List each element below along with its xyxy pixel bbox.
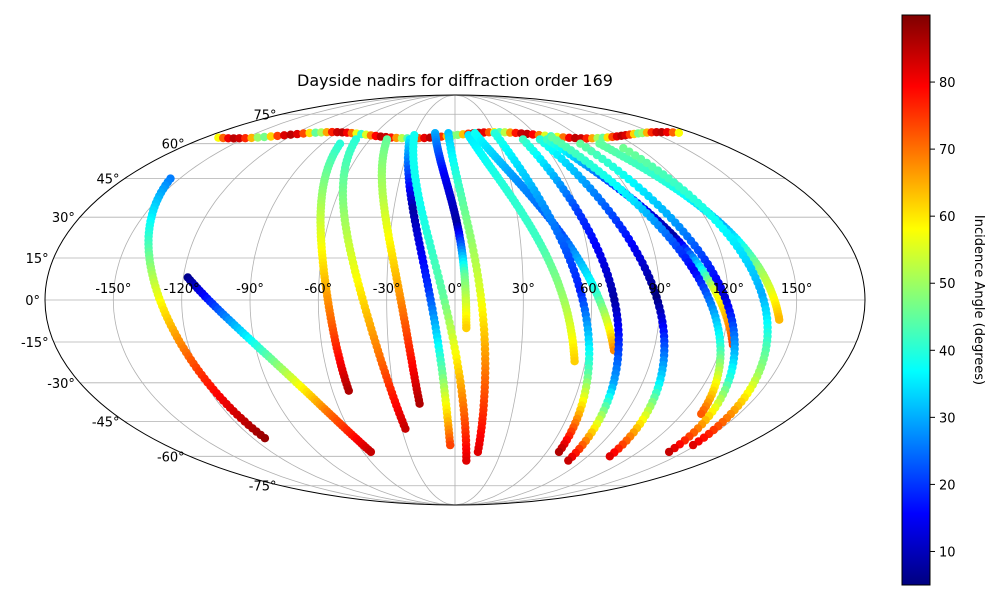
lon-tick-label: 0° bbox=[448, 282, 463, 297]
meridian-line bbox=[112, 95, 456, 505]
lon-tick-label: 150° bbox=[781, 282, 812, 297]
lat-tick-label: 15° bbox=[26, 252, 49, 267]
lat-tick-label: -30° bbox=[47, 377, 75, 392]
lat-tick-label: 30° bbox=[52, 211, 75, 226]
top-band-point bbox=[674, 128, 684, 137]
track-point bbox=[260, 434, 270, 443]
map-tick-labels: -150° -120° -90° -60° -30° 0° 30° 60° 90° 120° 150… bbox=[21, 108, 812, 494]
top-band-point bbox=[235, 134, 244, 143]
track-point bbox=[401, 424, 410, 433]
meridian-line bbox=[249, 95, 456, 505]
lon-tick-label: 120° bbox=[713, 282, 744, 297]
top-band-point bbox=[273, 131, 282, 141]
lon-tick-label: -90° bbox=[236, 282, 264, 297]
lat-tick-label: 60° bbox=[162, 138, 185, 153]
top-band-point bbox=[293, 129, 302, 139]
colorbar-tick-label: 60 bbox=[939, 210, 956, 225]
colorbar-tick-label: 40 bbox=[939, 344, 956, 359]
lon-tick-label: 30° bbox=[512, 282, 535, 297]
track-point bbox=[688, 440, 698, 450]
top-band-point bbox=[280, 131, 289, 140]
colorbar-ticks: 10 20 30 40 50 60 70 80 bbox=[930, 76, 956, 560]
lon-tick-label: -150° bbox=[95, 282, 131, 297]
lon-tick-label: 60° bbox=[580, 282, 603, 297]
map-boundary bbox=[44, 94, 866, 506]
colorbar-tick-label: 80 bbox=[939, 76, 956, 91]
lat-tick-label: 45° bbox=[97, 173, 120, 188]
colorbar-tick-label: 10 bbox=[939, 545, 956, 560]
top-band-point bbox=[668, 128, 678, 137]
lon-tick-label: 90° bbox=[648, 282, 671, 297]
top-band-point bbox=[286, 130, 295, 139]
lon-tick-label: -30° bbox=[373, 282, 401, 297]
track-point bbox=[664, 447, 674, 457]
track-point bbox=[564, 456, 573, 465]
top-band-point bbox=[266, 132, 276, 141]
lon-tick-label: -120° bbox=[164, 282, 200, 297]
track-point bbox=[462, 323, 471, 333]
track-point bbox=[554, 447, 564, 457]
lat-tick-label: -60° bbox=[157, 450, 185, 465]
track-point bbox=[473, 447, 483, 457]
top-band-point bbox=[247, 133, 256, 143]
track-point bbox=[775, 315, 784, 324]
top-band-point bbox=[559, 133, 568, 142]
colorbar-tick-label: 50 bbox=[939, 277, 956, 292]
data-tracks bbox=[144, 127, 784, 465]
top-band-point bbox=[565, 133, 574, 142]
meridian-line bbox=[317, 95, 456, 505]
top-band-point bbox=[299, 129, 308, 138]
lat-tick-label: -15° bbox=[21, 336, 49, 351]
meridian-line bbox=[454, 95, 798, 505]
track-point bbox=[344, 386, 353, 395]
lon-tick-label: -60° bbox=[304, 282, 332, 297]
track-point bbox=[570, 357, 579, 366]
lat-tick-label: 0° bbox=[25, 294, 40, 309]
top-band-point bbox=[260, 132, 269, 142]
colorbar-gradient bbox=[901, 14, 931, 586]
lat-tick-label: -45° bbox=[92, 415, 120, 430]
track-point bbox=[366, 447, 376, 457]
colorbar-tick-label: 70 bbox=[939, 143, 956, 158]
track-point bbox=[462, 456, 471, 465]
colorbar-tick-label: 20 bbox=[939, 478, 956, 493]
track-point bbox=[605, 452, 614, 461]
lat-tick-label: -75° bbox=[249, 480, 277, 495]
chart-title: Dayside nadirs for diffraction order 169 bbox=[297, 71, 613, 90]
track-point bbox=[697, 409, 706, 419]
meridian-line bbox=[181, 95, 456, 505]
track-point bbox=[446, 440, 455, 450]
colorbar-tick-label: 30 bbox=[939, 411, 956, 426]
top-band-point bbox=[305, 128, 314, 138]
top-band-point bbox=[253, 133, 262, 142]
colorbar: 10 20 30 40 50 60 70 80 Incidence Angle (degree… bbox=[901, 14, 986, 586]
lat-tick-label: 75° bbox=[253, 108, 276, 123]
colorbar-label: Incidence Angle (degrees) bbox=[971, 215, 986, 385]
top-band-point bbox=[241, 134, 250, 143]
track-point bbox=[415, 399, 424, 408]
